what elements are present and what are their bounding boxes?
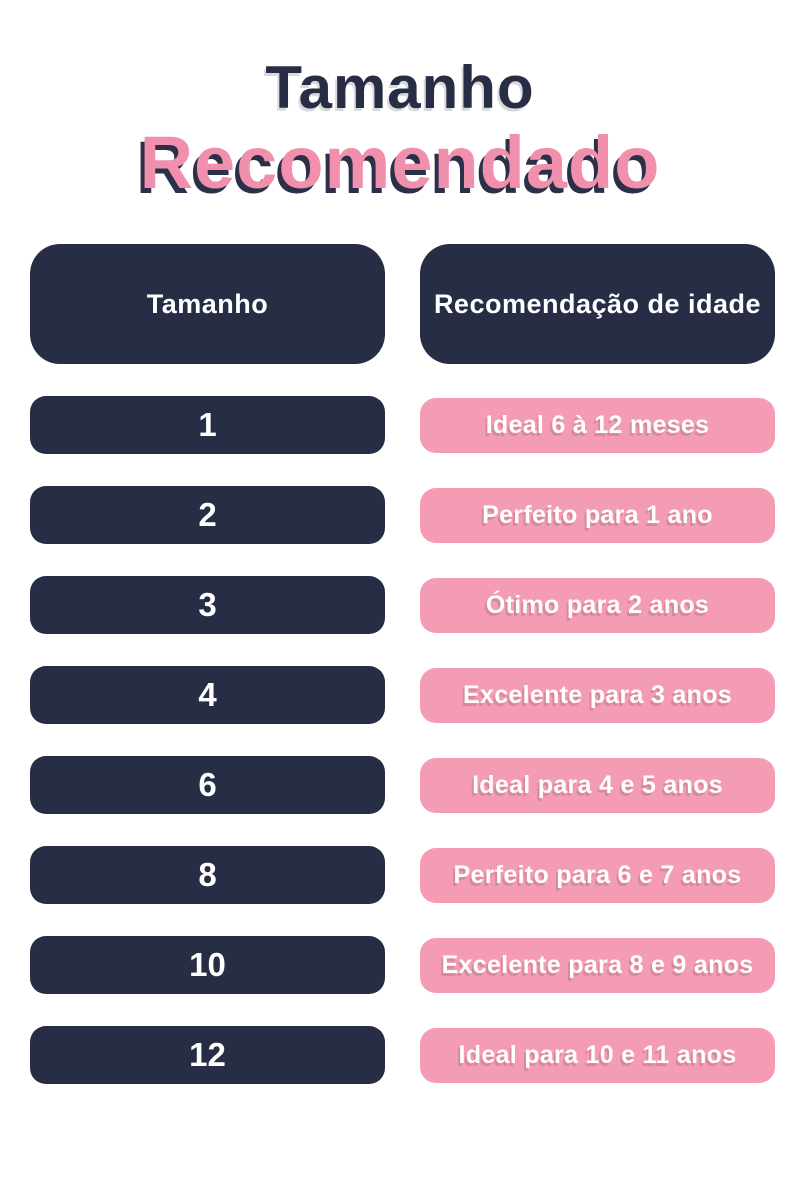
size-table: Tamanho Recomendação de idade 1 Ideal 6 … [0,244,800,1084]
size-cell: 4 [30,666,385,724]
age-recommendation-cell: Ideal 6 à 12 meses [420,397,775,453]
size-cell: 6 [30,756,385,814]
table-row: 1 Ideal 6 à 12 meses [30,396,775,454]
table-row: 8 Perfeito para 6 e 7 anos [30,846,775,904]
table-row: 2 Perfeito para 1 ano [30,486,775,544]
age-recommendation-cell: Perfeito para 1 ano [420,487,775,543]
size-cell: 10 [30,936,385,994]
age-recommendation-cell: Perfeito para 6 e 7 anos [420,847,775,903]
size-cell: 3 [30,576,385,634]
table-row: 3 Ótimo para 2 anos [30,576,775,634]
age-recommendation-cell: Ideal para 4 e 5 anos [420,757,775,813]
page-title-line2: Recomendado [139,121,661,204]
age-recommendation-cell: Ótimo para 2 anos [420,577,775,633]
size-cell: 2 [30,486,385,544]
table-row: 10 Excelente para 8 e 9 anos [30,936,775,994]
header-cell-age: Recomendação de idade [420,244,775,364]
size-cell: 12 [30,1026,385,1084]
page-title: Tamanho Recomendado [0,0,800,200]
header-cell-size: Tamanho [30,244,385,364]
size-cell: 1 [30,396,385,454]
table-row: 12 Ideal para 10 e 11 anos [30,1026,775,1084]
age-recommendation-cell: Excelente para 8 e 9 anos [420,937,775,993]
table-row: 4 Excelente para 3 anos [30,666,775,724]
table-row: 6 Ideal para 4 e 5 anos [30,756,775,814]
page-title-line1: Tamanho [265,54,535,121]
header-row: Tamanho Recomendação de idade [30,244,775,364]
age-recommendation-cell: Excelente para 3 anos [420,667,775,723]
size-cell: 8 [30,846,385,904]
age-recommendation-cell: Ideal para 10 e 11 anos [420,1027,775,1083]
